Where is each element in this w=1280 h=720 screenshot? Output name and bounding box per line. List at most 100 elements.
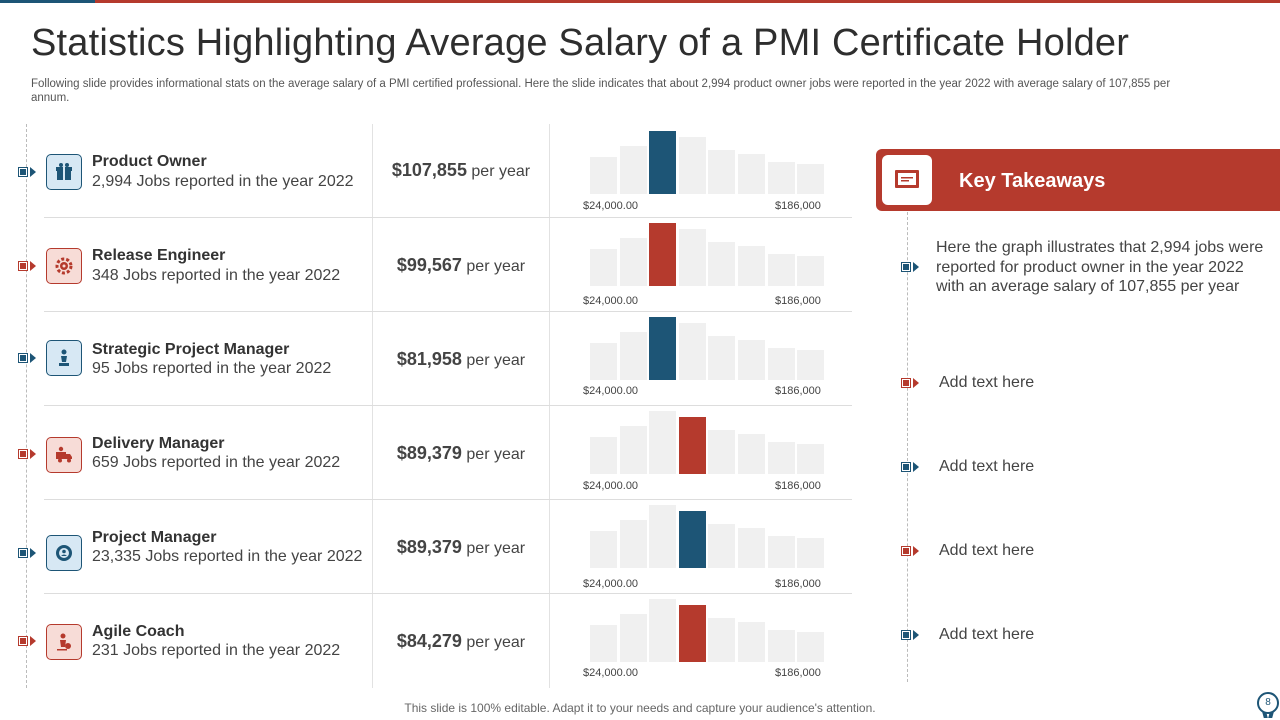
histogram-bar <box>797 632 824 662</box>
bullet-marker-icon <box>901 629 919 641</box>
job-title: Strategic Project Manager <box>92 341 290 358</box>
salary-value: $107,855 per year <box>373 160 549 181</box>
page-number: 8 <box>1265 697 1271 708</box>
job-title: Project Manager <box>92 529 217 546</box>
salary-amount: $99,567 <box>396 255 462 275</box>
axis-max-label: $186,000 <box>775 295 821 307</box>
histogram-bar <box>620 238 647 286</box>
job-count: 659 Jobs reported in the year 2022 <box>92 454 341 471</box>
settings-cog-icon <box>46 535 82 571</box>
axis-max-label: $186,000 <box>775 200 821 212</box>
key-takeaway-item: Add text here <box>939 626 1035 643</box>
gear-icon <box>46 248 82 284</box>
salary-histogram <box>590 504 830 568</box>
histogram-bar <box>679 323 706 380</box>
histogram-bar <box>738 528 765 568</box>
salary-histogram <box>590 598 830 662</box>
histogram-bar <box>768 536 795 568</box>
axis-min-label: $24,000.00 <box>583 200 639 212</box>
axis-min-label: $24,000.00 <box>583 667 639 679</box>
histogram-bar <box>590 157 617 194</box>
salary-unit: per year <box>466 352 526 369</box>
histogram-bar-highlight <box>649 131 676 194</box>
histogram-bar <box>620 146 647 194</box>
histogram-bar <box>768 348 795 380</box>
histogram-bar <box>679 229 706 286</box>
histogram-bar-highlight <box>679 605 706 662</box>
histogram-bar <box>590 343 617 380</box>
salary-amount: $89,379 <box>396 537 462 557</box>
histogram-bar <box>738 154 765 194</box>
salary-unit: per year <box>466 540 526 557</box>
key-takeaway-text: Here the graph illustrates that 2,994 jo… <box>936 239 1264 295</box>
histogram-bar <box>768 254 795 286</box>
bullet-marker-icon <box>901 377 919 389</box>
axis-min-label: $24,000.00 <box>583 578 639 590</box>
histogram-bar-highlight <box>679 417 706 474</box>
gift-box-icon <box>46 154 82 190</box>
histogram-bar <box>708 430 735 474</box>
footer-note: This slide is 100% editable. Adapt it to… <box>404 701 876 715</box>
salary-histogram <box>590 130 830 194</box>
salary-amount: $84,279 <box>396 631 462 651</box>
histogram-bar <box>708 618 735 662</box>
job-count: 23,335 Jobs reported in the year 2022 <box>92 548 363 565</box>
key-takeaway-item: Add text here <box>939 458 1035 475</box>
job-row: Delivery Manager 659 Jobs reported in th… <box>0 406 852 500</box>
salary-histogram <box>590 316 830 380</box>
axis-min-label: $24,000.00 <box>583 295 639 307</box>
histogram-bar-highlight <box>679 511 706 568</box>
histogram-bar <box>738 246 765 286</box>
salary-value: $89,379 per year <box>373 443 549 464</box>
histogram-bar <box>620 520 647 568</box>
histogram-bar <box>738 340 765 380</box>
histogram-bar <box>797 444 824 474</box>
histogram-bar <box>649 599 676 662</box>
job-row: Project Manager 23,335 Jobs reported in … <box>0 500 852 594</box>
presentation-board-icon <box>882 155 932 205</box>
bullet-marker-icon <box>901 261 919 273</box>
job-count: 348 Jobs reported in the year 2022 <box>92 267 341 284</box>
person-coach-icon <box>46 624 82 660</box>
chess-piece-icon <box>46 340 82 376</box>
bullet-marker-icon <box>901 461 919 473</box>
histogram-bar <box>797 350 824 380</box>
job-count: 231 Jobs reported in the year 2022 <box>92 642 341 659</box>
left-timeline-line <box>26 124 27 688</box>
salary-unit: per year <box>466 634 526 651</box>
axis-max-label: $186,000 <box>775 480 821 492</box>
histogram-bar <box>649 505 676 568</box>
axis-max-label: $186,000 <box>775 578 821 590</box>
bullet-marker-icon <box>18 448 36 460</box>
axis-max-label: $186,000 <box>775 385 821 397</box>
salary-histogram <box>590 222 830 286</box>
histogram-bar <box>768 162 795 194</box>
job-title: Agile Coach <box>92 623 185 640</box>
axis-min-label: $24,000.00 <box>583 385 639 397</box>
histogram-bar <box>797 164 824 194</box>
bullet-marker-icon <box>18 352 36 364</box>
histogram-bar <box>768 630 795 662</box>
bullet-marker-icon <box>18 547 36 559</box>
salary-unit: per year <box>466 446 526 463</box>
histogram-bar <box>620 332 647 380</box>
salary-value: $89,379 per year <box>373 537 549 558</box>
salary-amount: $89,379 <box>396 443 462 463</box>
histogram-bar <box>590 437 617 474</box>
salary-amount: $81,958 <box>396 349 462 369</box>
axis-max-label: $186,000 <box>775 667 821 679</box>
histogram-bar-highlight <box>649 223 676 286</box>
salary-histogram <box>590 410 830 474</box>
top-accent-bar <box>0 0 1280 3</box>
histogram-bar <box>708 242 735 286</box>
histogram-bar <box>797 256 824 286</box>
page-subtitle: Following slide provides informational s… <box>31 78 1171 104</box>
salary-value: $81,958 per year <box>373 349 549 370</box>
salary-value: $84,279 per year <box>373 631 549 652</box>
salary-value: $99,567 per year <box>373 255 549 276</box>
job-count: 95 Jobs reported in the year 2022 <box>92 360 332 377</box>
histogram-bar <box>649 411 676 474</box>
histogram-bar <box>797 538 824 568</box>
job-row: Product Owner 2,994 Jobs reported in the… <box>0 124 852 218</box>
bullet-marker-icon <box>901 545 919 557</box>
